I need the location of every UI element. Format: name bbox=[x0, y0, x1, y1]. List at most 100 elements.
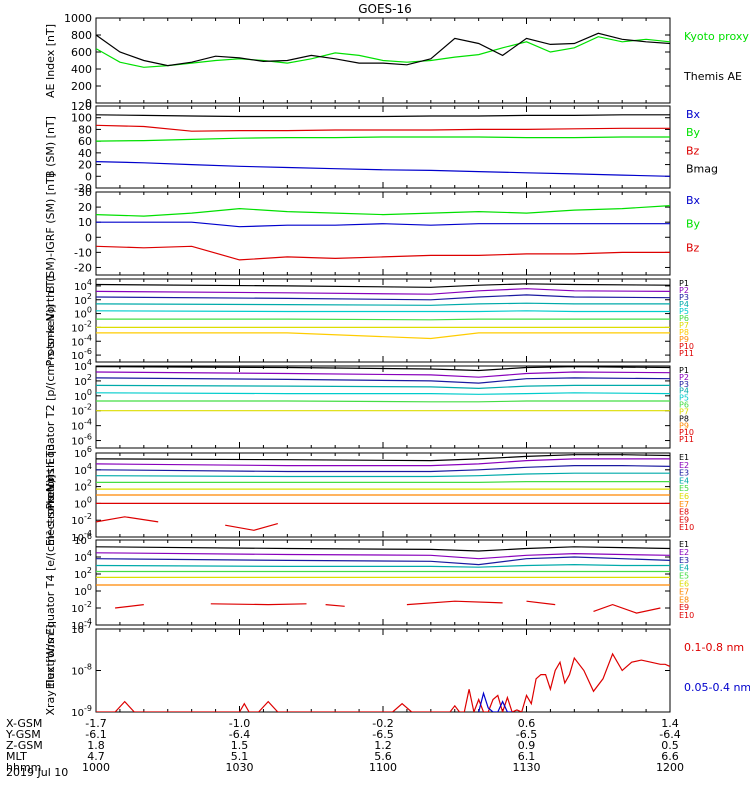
x-row-value: 0.9 bbox=[518, 739, 536, 752]
legend-by: By bbox=[686, 218, 701, 231]
legend-e9: E9 bbox=[679, 603, 689, 612]
legend-by: By bbox=[686, 126, 701, 139]
y-tick-label: -20 bbox=[74, 261, 92, 274]
x-row-value: -6.5 bbox=[372, 728, 393, 741]
series-line-p8 bbox=[96, 332, 670, 340]
y-tick-label: 200 bbox=[71, 80, 92, 93]
x-row-value: 1100 bbox=[369, 761, 397, 774]
series-line-p5 bbox=[96, 392, 670, 395]
x-row-label: Z-GSM bbox=[6, 739, 43, 752]
legend-e4: E4 bbox=[679, 564, 689, 573]
legend-p8: P8 bbox=[679, 328, 689, 337]
x-row-value: 5.6 bbox=[374, 750, 392, 763]
y-tick-label: 100 bbox=[74, 583, 92, 598]
x-row-value: 1.5 bbox=[231, 739, 249, 752]
x-row-value: -1.7 bbox=[85, 717, 106, 730]
y-tick-label: 10-4 bbox=[71, 529, 92, 544]
series-line-p2 bbox=[96, 288, 670, 295]
legend-p4: P4 bbox=[679, 387, 689, 396]
y-tick-label: 10-8 bbox=[71, 663, 92, 678]
y-tick-label: 10-4 bbox=[71, 418, 92, 433]
series-line-e9 bbox=[406, 600, 503, 606]
plot-frame bbox=[95, 191, 671, 276]
legend-p10: P10 bbox=[679, 428, 694, 437]
legend-e2: E2 bbox=[679, 548, 689, 557]
legend-p6: P6 bbox=[679, 314, 689, 323]
series-line-by bbox=[96, 136, 670, 142]
y-tick-label: 104 bbox=[74, 358, 92, 373]
legend-e1: E1 bbox=[679, 540, 689, 549]
legend-p9: P9 bbox=[679, 335, 689, 344]
x-row-value: 1.4 bbox=[661, 717, 679, 730]
plot-frame bbox=[95, 539, 671, 626]
legend-e4: E4 bbox=[679, 476, 689, 485]
y-tick-label: 1000 bbox=[64, 12, 92, 25]
x-row-value: 1000 bbox=[82, 761, 110, 774]
x-row-value: -0.2 bbox=[372, 717, 393, 730]
x-row-label: Y-GSM bbox=[5, 728, 41, 741]
series-line-p3 bbox=[96, 294, 670, 301]
x-row-value: 1130 bbox=[513, 761, 541, 774]
series-line-e1 bbox=[96, 454, 670, 462]
legend-e5: E5 bbox=[679, 572, 689, 581]
y-tick-label: 30 bbox=[78, 186, 92, 199]
y-tick-label: -10 bbox=[74, 246, 92, 259]
legend-p6: P6 bbox=[679, 401, 689, 410]
y-axis-label: Protons Equator T2 [p/(cm²-s-sr-keV)] bbox=[44, 304, 57, 509]
y-tick-label: 20 bbox=[78, 159, 92, 172]
series-line-e4 bbox=[96, 472, 670, 478]
x-row-value: 1030 bbox=[226, 761, 254, 774]
y-tick-label: 106 bbox=[74, 532, 92, 547]
series-line-e9 bbox=[325, 604, 345, 607]
series-line-e5 bbox=[96, 481, 670, 483]
legend-p11: P11 bbox=[679, 435, 694, 444]
legend-kyoto: Kyoto proxy AE bbox=[684, 30, 750, 43]
series-group bbox=[96, 546, 670, 614]
series-line-p1 bbox=[96, 283, 670, 288]
legend-e2: E2 bbox=[679, 461, 689, 470]
chart-title: GOES-16 bbox=[358, 2, 412, 16]
legend-e5: E5 bbox=[679, 484, 689, 493]
series-group bbox=[96, 283, 670, 340]
x-row-value: -1.0 bbox=[229, 717, 250, 730]
series-line-e9 bbox=[526, 600, 556, 606]
x-row-value: -6.1 bbox=[85, 728, 106, 741]
legend-bx: Bx bbox=[686, 108, 701, 121]
y-tick-label: 120 bbox=[71, 100, 92, 113]
series-line-e9 bbox=[210, 603, 307, 606]
y-tick-label: 10-2 bbox=[71, 319, 92, 334]
y-tick-label: 800 bbox=[71, 29, 92, 42]
legend-p7: P7 bbox=[679, 321, 689, 330]
plot-frame bbox=[95, 105, 671, 189]
legend-p1: P1 bbox=[679, 279, 689, 288]
legend-bz: Bz bbox=[686, 144, 700, 157]
x-row-value: 6.6 bbox=[661, 750, 679, 763]
y-tick-label: 80 bbox=[78, 123, 92, 136]
y-axis-label: Protons North T1 bbox=[44, 274, 57, 367]
x-row-label: MLT bbox=[6, 750, 27, 763]
y-tick-label: 100 bbox=[71, 112, 92, 125]
legend-bz: Bz bbox=[686, 241, 700, 254]
y-axis-label: Electrons Equator T4 [e/(cm²-s-sr-keV)] bbox=[44, 475, 57, 690]
x-row-value: 6.1 bbox=[518, 750, 536, 763]
legend-p1: P1 bbox=[679, 366, 689, 375]
y-tick-label: 10-7 bbox=[71, 621, 92, 636]
legend-0.05-0.4nm: 0.05-0.4 nm bbox=[684, 681, 750, 694]
series-line-bmag bbox=[96, 114, 670, 118]
y-tick-label: 600 bbox=[71, 46, 92, 59]
series-group bbox=[96, 114, 670, 177]
y-tick-label: 10-9 bbox=[71, 704, 92, 719]
legend-e6: E6 bbox=[679, 580, 689, 589]
series-line-p6 bbox=[96, 400, 670, 403]
y-tick-label: 104 bbox=[74, 549, 92, 564]
legend-e7: E7 bbox=[679, 500, 689, 509]
panel-1: 0 200 400 600 800 1000 AE Index [nT] Kyoto prox… bbox=[44, 12, 750, 110]
legend-bmag: Bmag bbox=[686, 163, 718, 176]
y-tick-label: 10-6 bbox=[71, 433, 92, 448]
